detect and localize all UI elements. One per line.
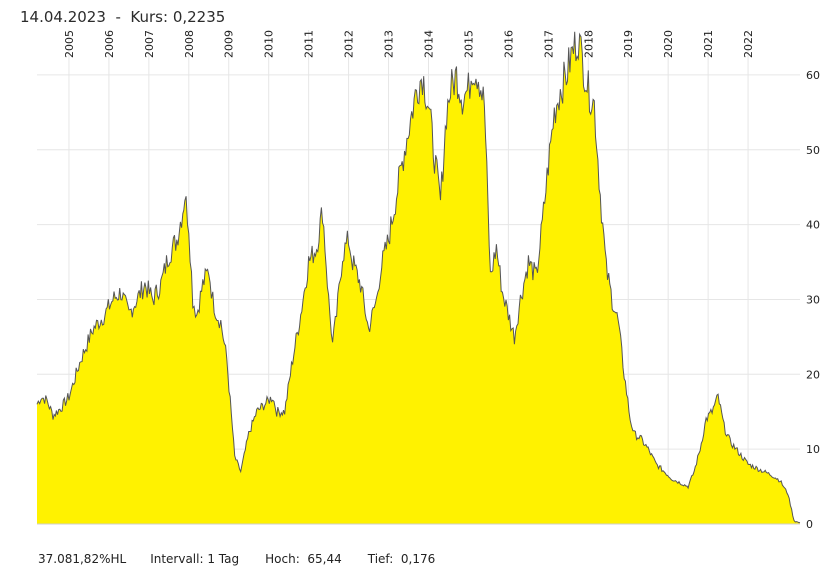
x-tick-label: 2011 xyxy=(303,30,316,58)
kurs-label: Kurs: xyxy=(130,8,169,26)
interval-label: Intervall: xyxy=(150,552,204,566)
chart-footer: 37.081,82%HL Intervall: 1 Tag Hoch: 65,44 T… xyxy=(38,552,435,566)
x-tick-label: 2021 xyxy=(702,30,715,58)
price-area xyxy=(37,31,800,525)
x-tick-label: 2020 xyxy=(662,30,675,58)
performance-value: 37.081,82%HL xyxy=(38,552,127,566)
x-tick-label: 2010 xyxy=(263,30,276,58)
x-tick-label: 2016 xyxy=(502,30,515,58)
x-tick-label: 2022 xyxy=(742,30,755,58)
low-label: Tief: xyxy=(367,552,394,566)
x-tick-label: 2017 xyxy=(542,30,555,58)
y-tick-label: 30 xyxy=(806,293,820,306)
y-tick-label: 20 xyxy=(806,368,820,381)
x-tick-label: 2014 xyxy=(422,30,435,58)
x-tick-label: 2006 xyxy=(103,30,116,58)
kurs-value: 0,2235 xyxy=(172,8,226,26)
y-tick-label: 0 xyxy=(806,518,813,531)
x-tick-label: 2015 xyxy=(462,30,475,58)
y-tick-label: 40 xyxy=(806,219,820,232)
chart-header: 14.04.2023 - Kurs: 0,2235 xyxy=(20,8,225,26)
quote-date: 14.04.2023 xyxy=(20,8,106,26)
y-tick-label: 10 xyxy=(806,443,820,456)
y-tick-label: 60 xyxy=(806,69,820,82)
x-tick-label: 2019 xyxy=(622,30,635,58)
x-tick-label: 2008 xyxy=(183,30,196,58)
x-tick-label: 2012 xyxy=(343,30,356,58)
x-tick-label: 2009 xyxy=(223,30,236,58)
high-label: Hoch: xyxy=(265,552,300,566)
x-tick-label: 2013 xyxy=(383,30,396,58)
low-value: 0,176 xyxy=(400,552,436,566)
interval-value: 1 Tag xyxy=(207,552,240,566)
y-tick-label: 50 xyxy=(806,144,820,157)
x-tick-label: 2007 xyxy=(143,30,156,58)
header-separator: - xyxy=(115,8,121,26)
y-axis-labels: 0 10 20 30 40 50 60 xyxy=(806,69,820,531)
x-tick-label: 2005 xyxy=(63,30,76,58)
x-tick-label: 2018 xyxy=(582,30,595,58)
price-line xyxy=(36,31,801,524)
x-axis-labels: 2005 2006 2007 2008 2009 2010 2011 2012 2013 2014… xyxy=(63,30,755,58)
high-value: 65,44 xyxy=(307,552,342,566)
